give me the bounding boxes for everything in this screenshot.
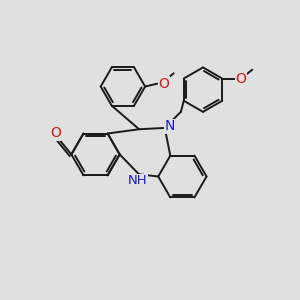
Text: O: O: [158, 76, 169, 91]
Text: N: N: [165, 119, 175, 134]
Text: NH: NH: [128, 174, 147, 187]
Text: O: O: [236, 71, 247, 85]
Text: O: O: [50, 126, 61, 140]
